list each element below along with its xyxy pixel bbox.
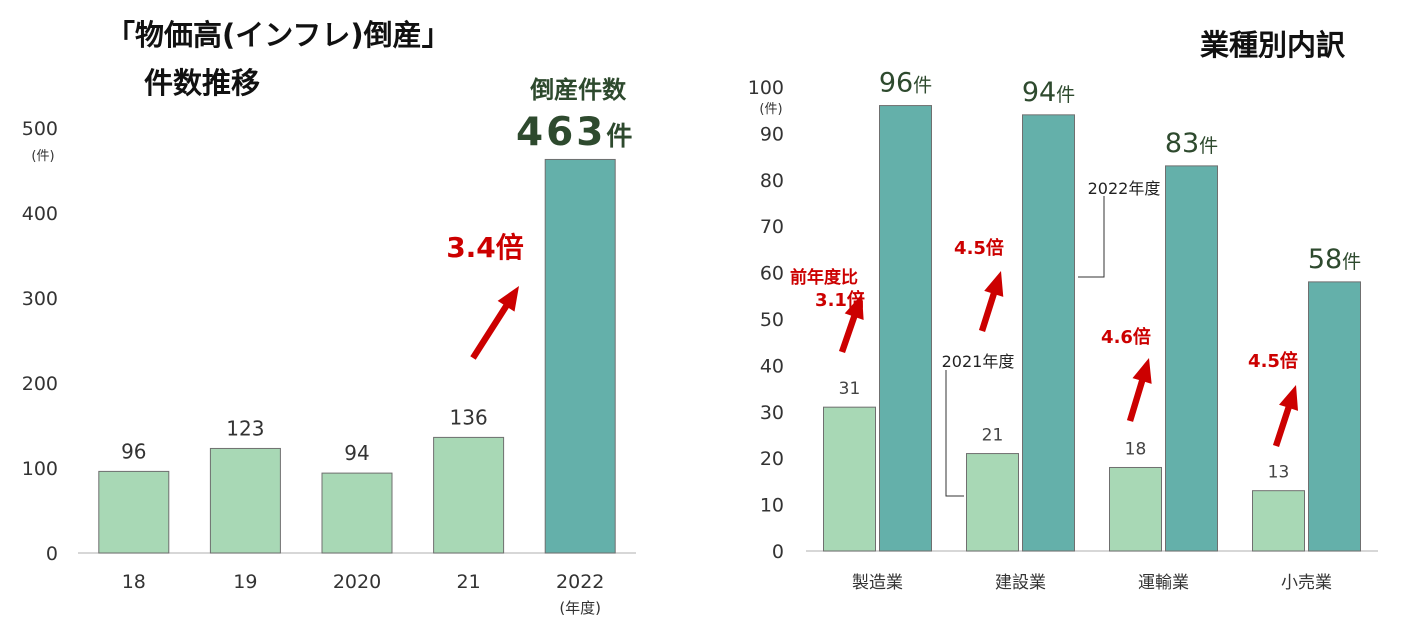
right-y-tick-label: 100 [748, 77, 784, 99]
right-y-tick-label: 20 [760, 448, 784, 470]
right-chart-title: 業種別内訳 [1200, 28, 1346, 62]
right-data-label-2022: 94件 [1022, 77, 1075, 108]
right-bar-2021 [966, 453, 1019, 552]
callout-line-2022 [1078, 196, 1105, 278]
callout-line-2021 [945, 370, 964, 497]
left-data-label: 136 [450, 405, 488, 429]
left-chart-subtitle: 件数推移 [144, 66, 261, 100]
left-x-tick-label: 2020 [333, 571, 381, 593]
right-growth-arrow [1272, 385, 1299, 447]
left-bar [433, 436, 505, 554]
right-x-tick-label: 建設業 [995, 573, 1046, 593]
right-data-label-2021: 18 [1125, 439, 1147, 459]
right-data-label-2021: 31 [839, 379, 861, 399]
left-x-unit: (年度) [559, 599, 601, 617]
right-growth-arrow [838, 294, 864, 354]
right-y-unit: (件) [759, 102, 782, 117]
right-ratio-label: 4.6倍 [1101, 326, 1151, 348]
right-growth-arrow [978, 271, 1004, 332]
left-chart-title: 「物価高(インフレ)倒産」 [106, 18, 451, 52]
right-y-tick-label: 80 [760, 170, 784, 192]
right-y-tick-label: 60 [760, 263, 784, 285]
left-bar [209, 447, 281, 554]
left-x-tick-label: 18 [122, 571, 146, 593]
right-bar-2022 [1308, 281, 1361, 552]
callout-label-2021: 2021年度 [942, 352, 1015, 371]
left-bar [98, 470, 170, 554]
left-y-tick-label: 100 [22, 458, 58, 480]
left-data-label: 96 [121, 439, 146, 463]
right-bar-2021 [1252, 490, 1305, 552]
left-y-tick-label: 200 [22, 373, 58, 395]
right-bar-2022 [1022, 114, 1075, 552]
right-ratio-label: 4.5倍 [954, 237, 1004, 259]
right-bar-2021 [823, 406, 876, 552]
right-data-label-2021: 13 [1268, 463, 1290, 483]
highlight-caption: 倒産件数 [529, 76, 627, 104]
right-data-label-2022: 83件 [1165, 128, 1218, 159]
right-y-tick-label: 70 [760, 216, 784, 238]
left-y-tick-label: 400 [22, 203, 58, 225]
right-y-tick-label: 40 [760, 355, 784, 377]
right-x-tick-label: 小売業 [1281, 573, 1332, 593]
right-bar-2022 [879, 105, 932, 552]
left-x-tick-label: 19 [233, 571, 257, 593]
right-growth-arrow [1126, 358, 1152, 422]
right-x-tick-label: 製造業 [852, 573, 903, 593]
right-y-tick-label: 50 [760, 309, 784, 331]
right-bar-2021 [1109, 466, 1162, 552]
right-bar-2022 [1165, 165, 1218, 552]
left-x-tick-label: 21 [457, 571, 481, 593]
left-bar [544, 158, 616, 554]
right-data-label-2021: 21 [982, 426, 1004, 446]
right-data-label-2022: 96件 [879, 68, 932, 99]
left-ratio-label: 3.4倍 [446, 231, 524, 264]
right-y-tick-label: 90 [760, 123, 784, 145]
right-y-tick-label: 10 [760, 495, 784, 517]
left-growth-arrow [470, 286, 519, 360]
ratio-prefix-label: 前年度比 [790, 267, 858, 288]
left-y-tick-label: 300 [22, 288, 58, 310]
left-data-label: 94 [344, 441, 369, 465]
left-y-tick-label: 500 [22, 118, 58, 140]
highlight-value: 463件 [516, 110, 632, 155]
left-y-unit: (件) [31, 149, 54, 164]
left-y-tick-label: 0 [46, 543, 58, 565]
right-y-tick-label: 0 [772, 541, 784, 563]
callout-label-2022: 2022年度 [1088, 179, 1161, 198]
right-ratio-label: 4.5倍 [1248, 350, 1298, 372]
left-data-label: 123 [226, 416, 264, 440]
right-x-tick-label: 運輸業 [1138, 573, 1189, 593]
left-bar [321, 472, 393, 554]
left-x-tick-label: 2022 [556, 571, 604, 593]
right-y-tick-label: 30 [760, 402, 784, 424]
right-data-label-2022: 58件 [1308, 244, 1361, 275]
